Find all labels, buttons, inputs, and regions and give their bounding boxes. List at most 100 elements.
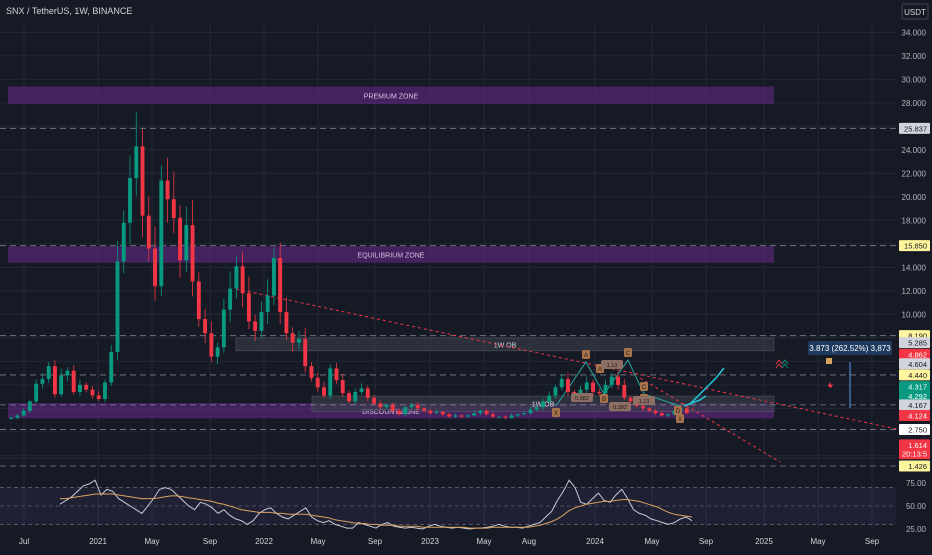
candle-body [541, 401, 545, 408]
x-tick-label: 2023 [421, 537, 439, 546]
candle-body [622, 384, 627, 398]
candle-body [146, 215, 151, 249]
rsi-tick-label: 25.00 [906, 525, 927, 534]
projection-arrow[interactable] [689, 367, 725, 405]
price-tag-label: 8.190 [908, 332, 927, 341]
candle-body [59, 375, 64, 395]
price-axis[interactable]: 34.00032.00030.00028.00026.00024.00022.0… [899, 28, 930, 534]
candle-body [566, 379, 570, 392]
x-tick-label: May [310, 537, 325, 546]
candle-body [221, 309, 226, 348]
pattern-point-label: A [584, 353, 588, 359]
double-chevron-icon[interactable] [781, 359, 789, 369]
y-tick-label: 22.000 [902, 169, 927, 178]
x-tick-label: May [644, 537, 659, 546]
candle-body [21, 410, 26, 416]
lightning-icon[interactable] [828, 382, 833, 388]
candle-body [434, 411, 439, 414]
price-tag-label: 4.317 [908, 383, 927, 392]
candle-body [265, 295, 270, 313]
order-block-box[interactable] [235, 337, 775, 352]
candle-body [415, 404, 420, 409]
candle-body [203, 319, 208, 334]
x-tick-label: Sep [368, 537, 383, 546]
pattern-point-tag[interactable] [640, 382, 648, 391]
candle-body [353, 391, 358, 402]
candle-body [78, 384, 82, 392]
x-tick-label: 2025 [755, 537, 773, 546]
candle-body [52, 366, 57, 395]
y-tick-label: 20.000 [902, 193, 927, 202]
price-tag [899, 240, 930, 252]
candle-body [528, 409, 533, 414]
fib-ratio-tag[interactable] [609, 402, 631, 411]
candle-body [684, 408, 689, 414]
candle-body [84, 384, 89, 390]
pattern-point-tag[interactable] [624, 348, 632, 357]
zone-box[interactable] [8, 246, 774, 263]
price-tag [899, 390, 930, 402]
candle-body [171, 199, 176, 219]
candle-body [447, 414, 452, 417]
rsi-ma-line[interactable] [60, 493, 693, 529]
candle-body [522, 413, 527, 415]
y-tick-label: 28.000 [902, 99, 927, 108]
price-tag-label: 4.124 [908, 411, 927, 420]
fib-ratio-label: 1.13 [607, 363, 618, 369]
projection-arrow-short[interactable] [683, 395, 707, 407]
candle-body [422, 408, 427, 411]
x-tick-label: May [810, 537, 825, 546]
price-tag [899, 439, 930, 451]
candle-body [9, 417, 14, 419]
candle-body [315, 377, 320, 388]
candle-body [190, 225, 195, 282]
pattern-point-tag[interactable] [676, 414, 684, 423]
currency-button[interactable]: USDT [901, 3, 929, 20]
fib-ratio-tag[interactable] [601, 360, 623, 369]
candle-body [34, 383, 39, 402]
price-tag-label: 1.614 [908, 441, 927, 450]
price-tag-label: 1.426 [908, 462, 927, 471]
pattern-point-tag[interactable] [600, 394, 608, 403]
pattern-point-tag[interactable] [582, 350, 590, 359]
candle-body [659, 413, 664, 416]
candle-body [384, 404, 389, 408]
x-tick-label: 2024 [586, 537, 604, 546]
price-tag-label: 20:13:5 [902, 450, 927, 459]
y-tick-label: 30.000 [902, 75, 927, 84]
y-tick-label: 24.000 [902, 146, 927, 155]
fib-ratio-tag[interactable] [571, 393, 593, 402]
pattern-point-tag[interactable] [674, 406, 682, 415]
candle-body [196, 281, 201, 320]
zone-box[interactable] [8, 86, 774, 105]
double-chevron-icon[interactable] [775, 359, 783, 369]
measure-box[interactable]: 3.873 (262.52%) 3,873 [808, 341, 892, 355]
candle-body [603, 384, 608, 394]
candle-body [128, 178, 132, 223]
candle-body [628, 397, 633, 402]
price-tag [899, 369, 930, 381]
pattern-point-label: C [642, 385, 647, 391]
time-axis[interactable]: Jul 2021 May Sep 2022 May Sep 2023 May Aug 2024 May… [19, 537, 880, 546]
candle-body [159, 180, 164, 287]
order-block-label: 1W OB [494, 342, 517, 349]
pattern-point-tag[interactable] [552, 408, 560, 417]
symbol-title: SNX / TetherUS, 1W, BINANCE [6, 6, 132, 16]
candle-body [284, 312, 289, 334]
fib-ratio-tag[interactable] [633, 396, 655, 405]
flag-icon[interactable] [826, 358, 832, 364]
candle-body [547, 395, 552, 402]
x-tick-label: Sep [699, 537, 714, 546]
measure-label: 3.873 (262.52%) 3,873 [809, 344, 891, 353]
candle-body [666, 414, 671, 416]
candle-body [403, 407, 408, 415]
pattern-point-label: X [678, 417, 682, 423]
price-tag [899, 337, 930, 349]
candle-body [509, 415, 514, 418]
candle-body [440, 411, 445, 415]
x-tick-label: May [476, 537, 491, 546]
x-tick-label: Aug [522, 537, 536, 546]
